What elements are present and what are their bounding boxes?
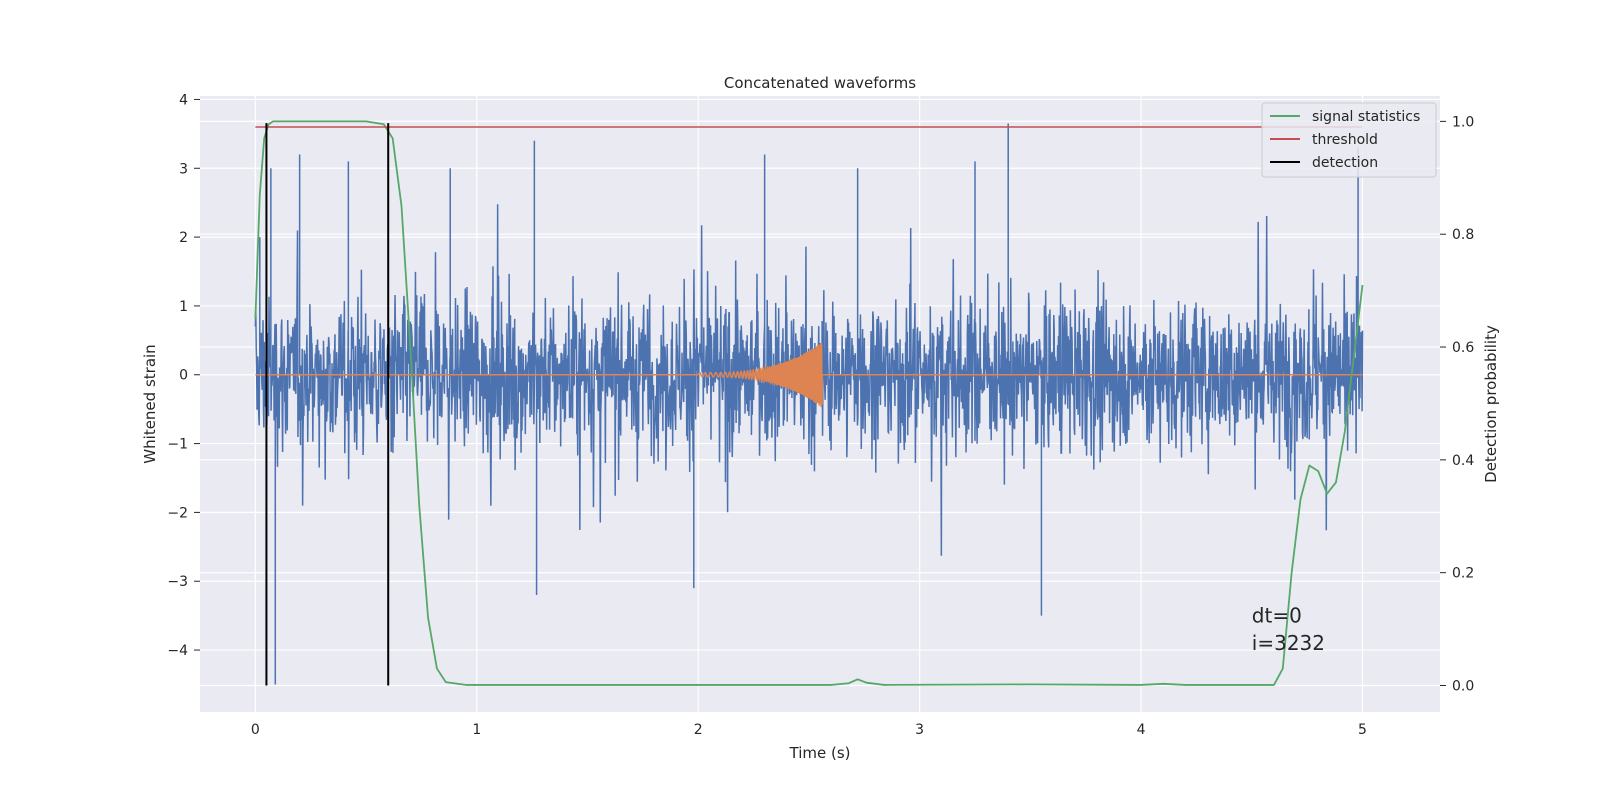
x-tick-label: 3 [915,722,924,738]
y-right-tick-label: 0.4 [1452,453,1474,469]
legend-label-detection: detection [1312,155,1378,171]
waveform-series-line [255,343,1363,407]
ticks: 0 1 2 3 4 5 −4 −3 −2 −1 0 1 2 3 4 0.0 0.2 0.4 0.6 0.8 1.0 [167,92,1474,738]
legend: signal statistics threshold detection [1261,102,1437,178]
y-tick-label: 2 [179,230,188,246]
y-tick-label: −2 [167,505,188,521]
annotation-text: dt=0 [1252,604,1302,628]
annotations: dt=0 i=3232 [1252,604,1325,656]
x-tick-label: 1 [472,722,481,738]
x-tick-label: 2 [694,722,703,738]
strain-series-line [254,123,1364,685]
y-tick-label: 3 [179,161,188,177]
left-axis-series [254,123,1364,685]
x-tick-label: 4 [1137,722,1146,738]
y-tick-label: −1 [167,437,188,453]
y-tick-label: 0 [179,368,188,384]
y-axis-label: Whitened strain [141,344,159,463]
signal-statistics-line [254,120,1364,686]
right-axis-series [254,120,1364,686]
annotation-text: i=3232 [1252,631,1325,655]
y-tick-label: 1 [179,299,188,315]
y-tick-label: 4 [179,92,188,108]
y-right-tick-label: 0.2 [1452,566,1474,582]
y-axis-right-label: Detection probability [1482,325,1500,483]
y-right-tick-label: 0.6 [1452,340,1474,356]
x-axis-label: Time (s) [789,744,851,762]
x-tick-label: 0 [251,722,260,738]
y-right-tick-label: 1.0 [1452,114,1474,130]
y-right-tick-label: 0.8 [1452,227,1474,243]
legend-box [1261,102,1437,178]
x-tick-label: 5 [1358,722,1367,738]
chart-title: Concatenated waveforms [724,74,916,92]
y-tick-label: −3 [167,574,188,590]
y-tick-label: −4 [167,643,188,659]
legend-label-threshold: threshold [1312,132,1378,148]
y-right-tick-label: 0.0 [1452,678,1474,694]
legend-label-signal-statistics: signal statistics [1312,109,1420,125]
